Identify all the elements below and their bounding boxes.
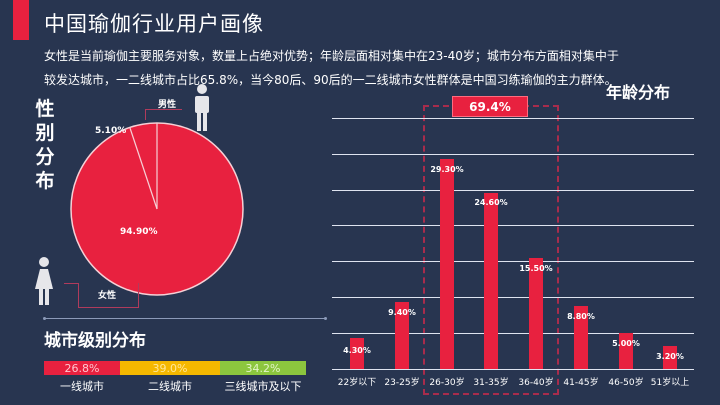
gridline	[332, 333, 694, 334]
female-label: 女性	[98, 291, 117, 301]
city-stacked-bar: 26.8% 39.0% 34.2%	[44, 361, 306, 375]
male-callout-line	[145, 109, 182, 120]
gridline	[332, 118, 694, 119]
gridline	[332, 297, 694, 298]
bar-value: 4.30%	[343, 346, 371, 355]
male-person-icon	[195, 84, 209, 131]
age-section-title: 年龄分布	[606, 83, 671, 102]
gridline	[332, 154, 694, 155]
bar-value: 15.50%	[519, 264, 553, 273]
female-person-icon	[35, 257, 53, 305]
gender-pie-chart	[70, 122, 244, 296]
bar-36-40	[529, 258, 543, 369]
city-labels: 一线城市 二线城市 三线城市及以下	[44, 378, 306, 394]
gridline	[332, 225, 694, 226]
bar-value: 29.30%	[430, 165, 464, 174]
city-label-tier3: 三线城市及以下	[224, 380, 302, 393]
female-callout-line-2	[78, 283, 139, 308]
gridline	[332, 190, 694, 191]
x-axis-baseline	[332, 369, 694, 370]
city-label-tier1: 一线城市	[60, 380, 104, 393]
x-label: 23-25岁	[384, 378, 420, 388]
x-label: 51岁以上	[650, 378, 690, 388]
city-label-tier2: 二线城市	[148, 380, 192, 393]
bar-51-over	[663, 346, 677, 369]
bar-value: 3.20%	[656, 352, 684, 361]
city-section-title: 城市级别分布	[44, 331, 146, 351]
x-label: 41-45岁	[563, 378, 599, 388]
bar-46-50	[619, 333, 633, 369]
bar-41-45	[574, 306, 588, 369]
age-bar-chart: 4.30% 9.40% 29.30% 24.60% 15.50% 8.80% 5…	[332, 90, 694, 390]
female-callout-line-1	[64, 283, 79, 308]
bar-22-under	[350, 338, 364, 369]
x-label: 46-50岁	[608, 378, 644, 388]
section-divider	[43, 316, 327, 320]
gender-section-title: 性别分布	[35, 98, 55, 192]
page-title: 中国瑜伽行业用户画像	[44, 12, 264, 36]
male-label: 男性	[158, 100, 177, 110]
x-label: 36-40岁	[518, 378, 554, 388]
description-text: 女性是当前瑜伽主要服务对象，数量上占绝对优势；年龄层面相对集中在23-40岁；城…	[44, 49, 619, 87]
city-segment-tier2: 39.0%	[120, 361, 220, 375]
bar-value: 24.60%	[474, 198, 508, 207]
bar-31-35	[484, 193, 498, 369]
x-label: 22岁以下	[337, 378, 377, 388]
city-segment-tier1: 26.8%	[44, 361, 120, 375]
title-accent-bar	[13, 0, 29, 40]
bar-23-25	[395, 302, 409, 369]
male-percentage: 5.10%	[95, 126, 127, 136]
x-label: 31-35岁	[473, 378, 509, 388]
gridline	[332, 261, 694, 262]
bar-value: 9.40%	[388, 308, 416, 317]
bar-value: 8.80%	[567, 312, 595, 321]
highlight-badge: 69.4%	[452, 96, 528, 117]
x-label: 26-30岁	[429, 378, 465, 388]
bar-value: 5.00%	[612, 339, 640, 348]
female-percentage: 94.90%	[120, 227, 158, 237]
city-segment-tier3: 34.2%	[220, 361, 306, 375]
bar-26-30	[440, 159, 454, 369]
